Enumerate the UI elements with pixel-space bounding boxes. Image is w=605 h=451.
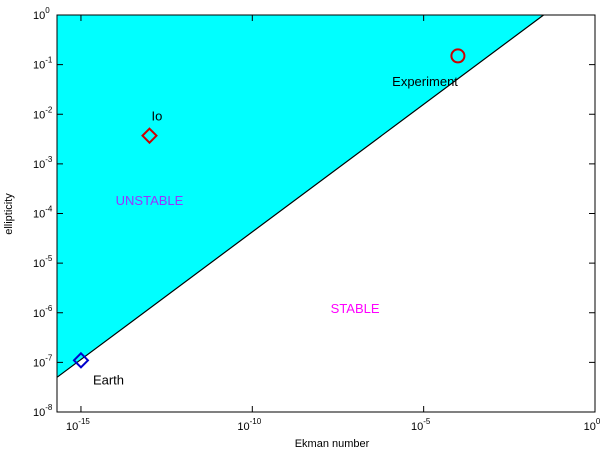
marker-earth [72,351,90,369]
y-tick-label: 10-1 [33,56,53,72]
x-tick-label: 100 [584,417,601,433]
region-label-unstable: UNSTABLE [116,193,184,208]
y-tick-label: 10-8 [33,403,53,419]
y-tick-label: 10-6 [33,304,53,320]
plot-area [56,14,595,412]
x-tick-label: 10-10 [237,417,261,433]
y-tick-label: 10-4 [33,205,53,221]
y-axis-title: ellipticity [3,193,15,235]
y-tick-label: 10-2 [33,105,53,121]
marker-experiment [450,48,466,64]
x-axis-title: Ekman number [295,438,370,450]
data-markers: Earth Io Experiment [72,48,466,387]
axes [56,14,596,413]
y-tick-label: 10-5 [33,254,53,270]
tick-labels: 10-15 10-10 10-5 100 10-8 10-7 10-6 10-5 10-4 10-… [33,6,601,433]
x-tick-label: 10-5 [411,417,431,433]
point-label-experiment: Experiment [392,74,458,89]
region-label-stable: STABLE [331,301,380,316]
y-tick-label: 10-7 [33,353,53,369]
stability-boundary-line [56,14,544,378]
point-label-io: Io [151,109,162,124]
marker-io [141,127,158,145]
x-tick-label: 10-15 [66,417,90,433]
region-labels: UNSTABLE STABLE [116,193,380,316]
point-label-earth: Earth [93,372,124,387]
y-tick-label: 10-3 [33,155,53,171]
y-tick-label: 100 [33,6,50,22]
